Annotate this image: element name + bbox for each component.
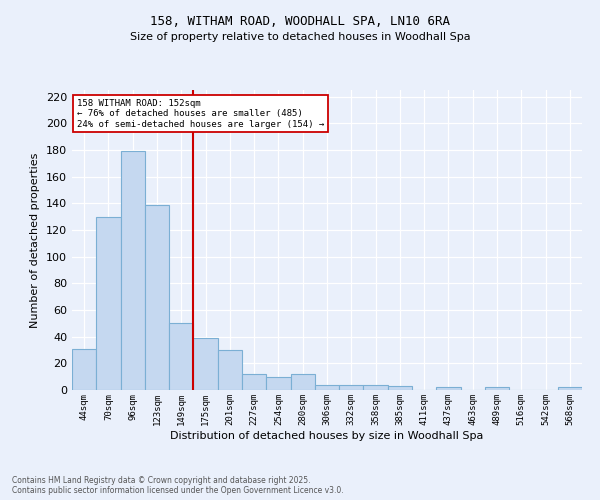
Bar (193, 338, 218, 390)
Bar (364, 384, 388, 390)
Bar (121, 152, 145, 390)
Text: Size of property relative to detached houses in Woodhall Spa: Size of property relative to detached ho… (130, 32, 470, 42)
Y-axis label: Number of detached properties: Number of detached properties (31, 152, 40, 328)
Bar (315, 384, 339, 390)
Text: Contains HM Land Registry data © Crown copyright and database right 2025.
Contai: Contains HM Land Registry data © Crown c… (12, 476, 344, 495)
Bar (266, 376, 290, 390)
Bar (485, 388, 509, 390)
Bar (96, 216, 121, 390)
Bar (145, 204, 169, 390)
Text: 158, WITHAM ROAD, WOODHALL SPA, LN10 6RA: 158, WITHAM ROAD, WOODHALL SPA, LN10 6RA (150, 15, 450, 28)
Bar (558, 388, 582, 390)
Bar (436, 388, 461, 390)
Bar (72, 348, 96, 390)
Bar (339, 384, 364, 390)
Bar (218, 350, 242, 390)
Bar (242, 374, 266, 390)
Bar (169, 324, 193, 390)
Text: 158 WITHAM ROAD: 152sqm
← 76% of detached houses are smaller (485)
24% of semi-d: 158 WITHAM ROAD: 152sqm ← 76% of detache… (77, 99, 325, 129)
X-axis label: Distribution of detached houses by size in Woodhall Spa: Distribution of detached houses by size … (170, 430, 484, 440)
Bar (290, 374, 315, 390)
Bar (388, 386, 412, 390)
